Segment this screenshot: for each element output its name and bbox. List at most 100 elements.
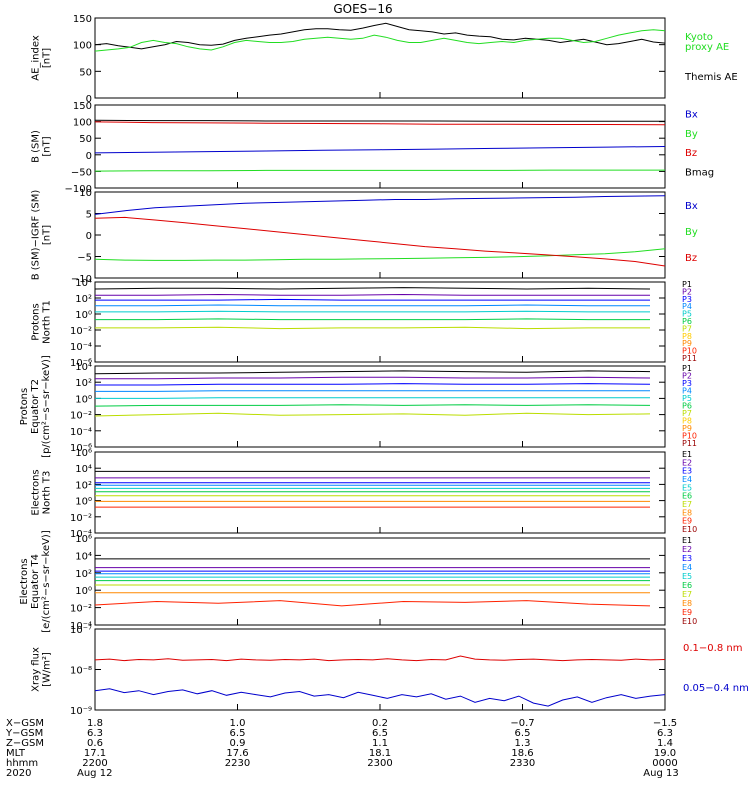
legend-entry: E5 (682, 572, 692, 581)
legend-entry: E3 (682, 554, 692, 563)
y-tick-label: 10² (75, 378, 92, 389)
series-line-p2 (95, 293, 650, 296)
series-line-bx (94, 195, 666, 215)
axis-row-2020: 2020 Aug 12 Aug 13 (6, 768, 679, 779)
axis-row-label: hhmm (6, 758, 38, 769)
axis-row-value: 1.4 (657, 738, 673, 749)
y-axis-label: Protons Equator T2 [p/(cm²−s−sr−keV)] (19, 355, 52, 458)
panel-bdelta: 10 5 0 −5 −10 B (SM)−IGRF (SM) [nT] Bx By Bz (31, 188, 698, 285)
legend-entry: E7 (682, 500, 692, 509)
legend-entry: Bx (685, 201, 698, 212)
legend-entry: P5 (682, 394, 692, 403)
axis-row-value: 1.3 (515, 738, 531, 749)
y-tick-label: 0 (86, 94, 92, 105)
y-tick-label: 10⁴ (75, 464, 92, 475)
series-group (94, 22, 666, 52)
y-tick-label: −100 (65, 184, 92, 195)
axis-row-value: 1.0 (230, 718, 246, 729)
y-tick-label: 10⁶ (75, 448, 92, 459)
legend-entry: P2 (682, 372, 692, 381)
y-tick-label: 10 (79, 188, 92, 199)
series-group (94, 558, 651, 607)
axis-row-value: 6.5 (230, 728, 246, 739)
axis-row-value: 2230 (225, 758, 250, 769)
axis-row-y-gsm: Y−GSM 6.3 6.5 6.5 6.5 6.3 (5, 728, 673, 739)
axis-row-value: 2330 (510, 758, 535, 769)
legend-entry: P11 (682, 439, 697, 448)
panel-xray: 10⁻⁷ 10⁻⁸ 10⁻⁹ Xray flux [W/m²] 0.1−0.8 nm 0.0… (31, 625, 749, 717)
y-tick-label: 10⁻⁷ (70, 625, 92, 636)
series-group (95, 470, 650, 508)
y-tick-label: 150 (73, 14, 92, 25)
y-axis-label-line: AE_index (31, 35, 42, 81)
series-line-0-1-0-8-nm (94, 655, 666, 662)
axis-row-value: 0000 (652, 758, 677, 769)
legend-entry: E4 (682, 563, 692, 572)
y-tick-label: 10⁴ (75, 551, 92, 562)
y-axis-label-line: [p/(cm²−s−sr−keV)] (41, 355, 52, 458)
axis-row-value: 6.3 (657, 728, 673, 739)
y-tick-label: 10⁻² (70, 411, 92, 422)
series-line-p4 (95, 304, 650, 307)
y-tick-label: 150 (73, 101, 92, 112)
axis-row-value: 18.6 (511, 748, 533, 759)
series-line-by (94, 248, 666, 261)
panel-p_north: 10⁴ 10² 10⁰ 10⁻² 10⁻⁴ 10⁻⁶ Protons North T1 P1P2… (31, 278, 698, 369)
legend-entry: Themis AE (684, 72, 738, 83)
series-line-p3 (95, 298, 650, 301)
axis-row-label: 2020 (6, 768, 31, 779)
y-axis-label-line: B (SM) (31, 130, 42, 163)
series-line-by (94, 169, 665, 172)
legend-entry: Bz (685, 148, 697, 159)
legend-entry: E6 (682, 581, 692, 590)
legend-entry: E8 (682, 599, 692, 608)
y-tick-label: 10⁴ (75, 278, 92, 289)
legend-entry: P1 (682, 364, 692, 373)
legend-entry: P8 (682, 332, 692, 341)
y-tick-label: −50 (71, 167, 92, 178)
y-tick-label: 0 (86, 231, 92, 242)
axis-row-label: Y−GSM (5, 728, 43, 739)
y-tick-label: 10⁻² (70, 604, 92, 615)
legend-entry: P3 (682, 379, 692, 388)
y-tick-label: 10⁰ (75, 310, 92, 321)
legend-entry: P7 (682, 409, 692, 418)
legend-entry: E10 (682, 525, 697, 534)
series-group (94, 655, 666, 707)
panel-frame (94, 104, 666, 189)
series-group (94, 370, 651, 417)
y-axis-label-line: Equator T2 (30, 379, 41, 434)
legend-entry: P5 (682, 310, 692, 319)
panel-p_equator: 10⁴ 10² 10⁰ 10⁻² 10⁻⁴ 10⁻⁶ Protons Equator T2 [p… (19, 355, 697, 458)
axis-row-value: 6.5 (515, 728, 531, 739)
legend-entry: P6 (682, 402, 692, 411)
legend-entry: E7 (682, 590, 692, 599)
y-axis-label: AE_index [nT] (31, 35, 53, 81)
series-line-0-05-0-4-nm (94, 688, 666, 707)
y-tick-label: 10⁻⁹ (70, 706, 92, 717)
y-axis-label-line: Protons (31, 303, 42, 340)
axis-row-value: 6.3 (87, 728, 103, 739)
axis-row-value: 1.8 (87, 718, 103, 729)
y-axis-label-line: [nT] (42, 136, 53, 156)
legend-entry: 0.1−0.8 nm (683, 643, 742, 654)
panel-frame (94, 537, 666, 626)
legend: 0.1−0.8 nm 0.05−0.4 nm (683, 643, 749, 694)
y-axis-label: Protons North T1 (31, 300, 53, 344)
legend-entry: P4 (682, 387, 692, 396)
bottom-axis-table: X−GSM 1.8 1.0 0.2 −0.7 −1.5 Y−GSM 6.3 6.5 6.5 6.5 6… (5, 718, 679, 779)
y-tick-label: 100 (73, 118, 92, 129)
legend-entry: E2 (682, 458, 692, 467)
y-tick-label: 10⁻⁴ (70, 621, 92, 632)
y-axis-label-line: [W/m²] (42, 652, 53, 687)
legend-entry: By (685, 227, 698, 238)
legend-entry: proxy AE (685, 42, 729, 53)
panel-frame (94, 281, 666, 363)
axis-row-value: 17.6 (226, 748, 248, 759)
legend-entry: E6 (682, 492, 692, 501)
series-line-bz (94, 216, 666, 267)
y-axis-label-line: Electrons (31, 469, 42, 515)
series-line-bx (94, 146, 666, 154)
